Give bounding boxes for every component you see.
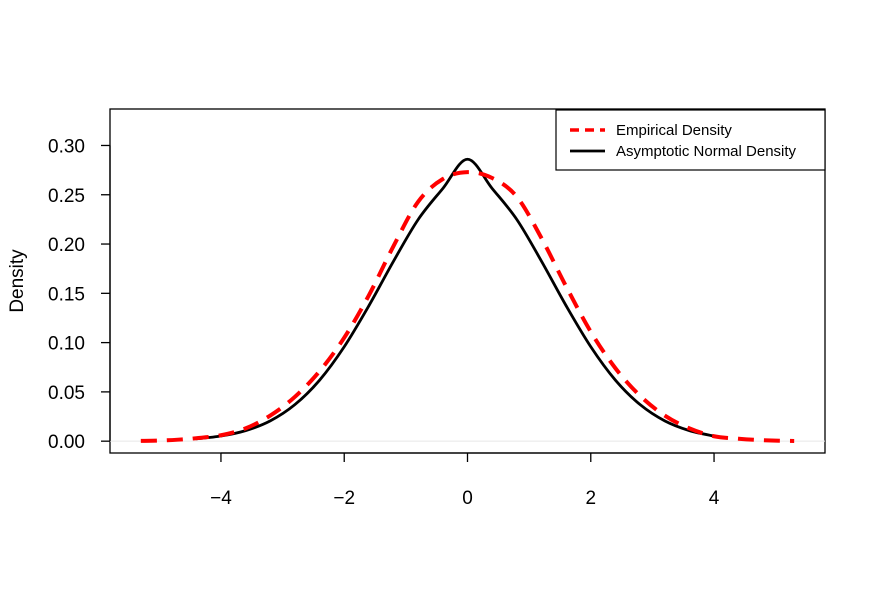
x-axis: −4 −2 0 2 4	[210, 452, 720, 509]
y-tick-label: 0.15	[48, 284, 85, 305]
y-tick-label: 0.25	[48, 186, 85, 207]
series-line-asymptotic-normal-density	[196, 157, 715, 441]
y-tick-label: 0.00	[48, 432, 85, 453]
x-tick-label: 4	[709, 488, 720, 509]
y-axis-title: Density	[7, 249, 28, 313]
series-line-empirical-density	[140, 170, 795, 443]
data-series	[140, 157, 795, 443]
legend-label-normal: Asymptotic Normal Density	[616, 143, 797, 160]
legend-box	[555, 109, 826, 171]
x-tick-label: 0	[462, 488, 473, 509]
y-tick-label: 0.10	[48, 334, 85, 355]
x-tick-label: −2	[333, 488, 355, 509]
y-tick-label: 0.30	[48, 136, 85, 157]
y-axis: 0.00 0.05 0.10 0.15 0.20 0.25 0.30	[48, 136, 111, 453]
legend: Empirical Density Asymptotic Normal Dens…	[555, 109, 826, 171]
legend-label-empirical: Empirical Density	[616, 122, 732, 139]
y-tick-label: 0.20	[48, 235, 85, 256]
x-tick-label: 2	[585, 488, 596, 509]
y-tick-label: 0.05	[48, 383, 85, 404]
x-tick-label: −4	[210, 488, 232, 509]
